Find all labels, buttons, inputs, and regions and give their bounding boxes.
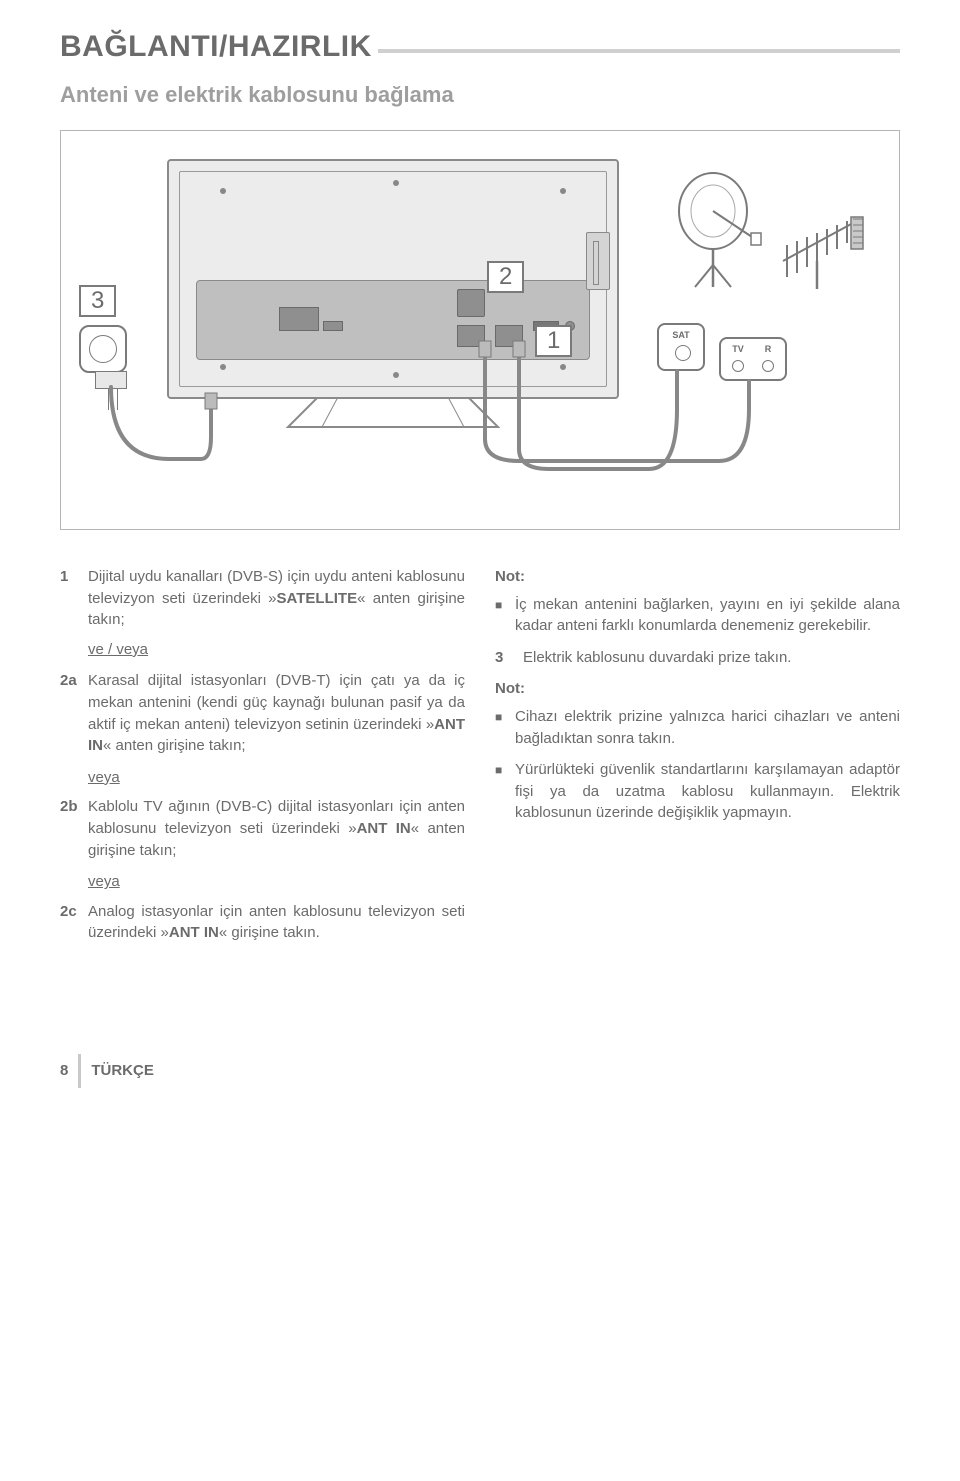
instruction-columns: 1 Dijital uydu kanalları (DVB-S) için uy…	[60, 566, 900, 954]
square-bullet-icon: ■	[495, 594, 515, 637]
connection-diagram: 3	[60, 130, 900, 530]
step-1-callout: 1	[535, 325, 572, 357]
step-2-callout: 2	[487, 261, 524, 293]
page-footer: 8 TÜRKÇE	[60, 1054, 900, 1088]
note-2-bullet-2: ■ Yürürlükteki güvenlik standartlarını k…	[495, 759, 900, 824]
step-2c-text: 2c Analog istasyonlar için anten kablosu…	[60, 901, 465, 944]
footer-divider	[78, 1054, 81, 1088]
step-3-text: 3 Elektrik kablosunu duvardaki prize tak…	[495, 647, 900, 669]
left-column: 1 Dijital uydu kanalları (DVB-S) için uy…	[60, 566, 465, 954]
veya-1-label: veya	[88, 767, 465, 789]
step-2a-text: 2a Karasal dijital istasyonları (DVB-T) …	[60, 670, 465, 756]
note-2-bullet-1: ■ Cihazı elektrik prizine yalnızca haric…	[495, 706, 900, 749]
page-title: BAĞLANTI/HAZIRLIK	[60, 30, 372, 64]
note-2-label: Not:	[495, 678, 900, 700]
ve-veya-label: ve / veya	[88, 639, 465, 661]
page-number: 8	[60, 1062, 68, 1079]
square-bullet-icon: ■	[495, 706, 515, 749]
cables-overlay	[79, 149, 881, 479]
title-row: BAĞLANTI/HAZIRLIK	[60, 30, 900, 64]
step-1-text: 1 Dijital uydu kanalları (DVB-S) için uy…	[60, 566, 465, 660]
title-rule	[378, 49, 900, 53]
square-bullet-icon: ■	[495, 759, 515, 824]
note-1-bullet: ■ İç mekan antenini bağlarken, yayını en…	[495, 594, 900, 637]
footer-language: TÜRKÇE	[91, 1062, 154, 1079]
page-subtitle: Anteni ve elektrik kablosunu bağlama	[60, 82, 900, 108]
step-2b-text: 2b Kablolu TV ağının (DVB-C) dijital ist…	[60, 796, 465, 861]
right-column: Not: ■ İç mekan antenini bağlarken, yayı…	[495, 566, 900, 954]
veya-2-label: veya	[88, 871, 465, 893]
note-1-label: Not:	[495, 566, 900, 588]
